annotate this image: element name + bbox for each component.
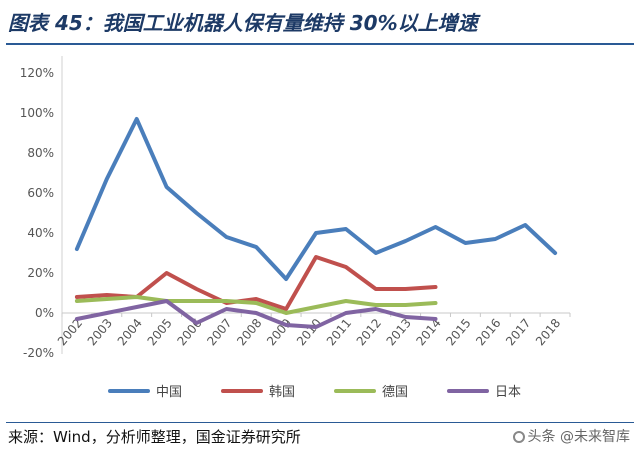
watermark: 头条 @未来智库 <box>512 426 630 448</box>
x-tick-label: 2003 <box>85 316 115 348</box>
y-tick-label: 60% <box>27 186 54 200</box>
title-divider <box>6 43 634 45</box>
series-line-中国 <box>74 117 558 281</box>
x-tick-label: 2017 <box>503 316 533 348</box>
y-tick-label: 80% <box>27 146 54 160</box>
x-tick-label: 2012 <box>354 316 384 348</box>
x-tick-labels: 2002 2003 2004 2005 2006 2007 2008 2009 2010 2011… <box>55 316 563 348</box>
x-tick-label: 2002 <box>55 316 85 348</box>
x-tick-label: 2016 <box>473 316 503 348</box>
legend-label: 韩国 <box>269 385 295 400</box>
camera-icon <box>512 431 525 443</box>
chart-title: 图表 45：我国工业机器人保有量维持 30%以上增速 <box>8 11 478 35</box>
legend-label: 日本 <box>495 385 521 400</box>
series-lines <box>74 117 558 329</box>
x-tick-label: 2014 <box>413 316 443 348</box>
x-tick-label: 2005 <box>145 316 175 348</box>
y-tick-label: 40% <box>27 226 54 240</box>
x-tick-label: 2013 <box>384 316 414 348</box>
x-tick-label: 2015 <box>443 316 473 348</box>
y-tick-label: 120% <box>20 66 54 80</box>
x-tick-label: 2008 <box>234 316 264 348</box>
y-tick-label: -20% <box>23 346 54 360</box>
legend: 中国 韩国 德国 日本 <box>108 385 521 400</box>
line-chart: 120%100%80%60%40%20%0%-20% 2002 2003 2004 2… <box>20 56 571 400</box>
y-tick-label: 0% <box>35 306 54 320</box>
legend-label: 德国 <box>382 385 408 400</box>
x-tick-label: 2007 <box>204 316 234 348</box>
x-tick-label: 2010 <box>294 316 324 348</box>
x-tick-label: 2004 <box>115 316 145 348</box>
series-line-日本 <box>74 299 438 329</box>
x-tick-label: 2018 <box>533 316 563 348</box>
footer-divider <box>6 422 634 423</box>
y-tick-label: 20% <box>27 266 54 280</box>
y-tick-labels: 120% 100% 80% 60% 40% 20% 0% -20% <box>20 66 54 360</box>
legend-label: 中国 <box>156 385 182 400</box>
watermark-text: 头条 @未来智库 <box>527 429 630 445</box>
y-tick-label: 100% <box>20 106 54 120</box>
source-note: 来源：Wind，分析师整理，国金证券研究所 <box>8 428 301 446</box>
x-axis <box>61 312 571 317</box>
series-line-德国 <box>74 295 438 315</box>
